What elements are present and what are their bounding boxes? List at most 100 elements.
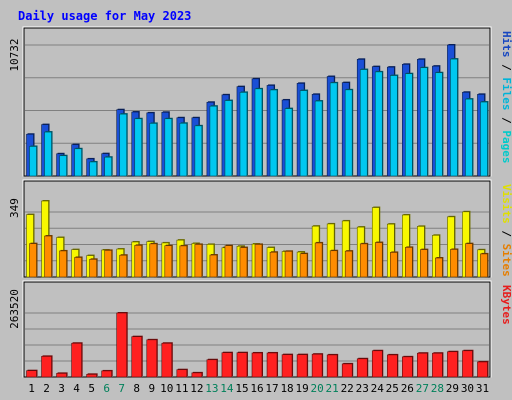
bar-face <box>374 71 383 177</box>
bar-sites <box>389 251 399 278</box>
bar-files <box>104 156 113 177</box>
bar-face <box>402 356 413 378</box>
bar-files <box>164 117 173 177</box>
bar-face <box>149 123 158 177</box>
bar-face <box>209 105 218 177</box>
legend-separator: / <box>500 58 512 78</box>
bar-files <box>239 91 248 177</box>
bar-kbytes <box>356 357 369 378</box>
bar-files <box>194 124 203 177</box>
x-tick-label: 8 <box>133 382 140 395</box>
bar-kbytes <box>71 342 83 378</box>
bar-face <box>179 122 188 177</box>
bar-files <box>405 72 414 177</box>
bar-face <box>146 339 158 378</box>
bar-kbytes <box>462 349 474 378</box>
bar-face <box>101 370 112 378</box>
bar-face <box>356 358 368 378</box>
bar-face <box>344 89 353 177</box>
bar-sites <box>134 244 143 278</box>
bar-kbytes <box>296 353 309 378</box>
bar-sites <box>269 251 279 278</box>
bar-face <box>44 131 52 177</box>
bar-face <box>371 350 383 378</box>
bar-face <box>299 90 308 177</box>
legend-label-visits: Visits / Sites <box>500 184 512 277</box>
bar-files <box>344 88 354 177</box>
bar-face <box>164 118 173 177</box>
bar-face <box>26 370 37 378</box>
x-tick-label: 28 <box>431 382 444 395</box>
bar-face <box>71 342 82 378</box>
bar-face <box>450 249 458 278</box>
bar-face <box>296 354 308 378</box>
x-tick-label: 18 <box>280 382 293 395</box>
bar-sites <box>239 246 248 278</box>
bar-face <box>329 250 338 278</box>
bar-face <box>359 69 368 177</box>
bar-face <box>194 244 203 278</box>
bar-kbytes <box>326 353 339 378</box>
bar-face <box>344 250 353 278</box>
bar-face <box>29 243 37 278</box>
bar-face <box>435 257 443 278</box>
bar-sites <box>44 235 53 278</box>
bar-face <box>465 98 473 177</box>
bar-face <box>435 72 443 177</box>
bar-face <box>281 354 293 378</box>
bar-sites <box>29 242 38 278</box>
bar-face <box>134 245 143 278</box>
bar-face <box>269 251 278 278</box>
bar-sites <box>284 250 294 278</box>
bar-face <box>59 155 67 177</box>
bar-face <box>284 108 293 177</box>
bar-sites <box>194 243 203 278</box>
bar-sites <box>465 242 474 278</box>
bar-face <box>269 89 278 177</box>
bar-files <box>269 88 279 177</box>
legend-part-files: Files <box>500 77 512 110</box>
panel-visits <box>22 179 492 278</box>
y-max-label-hits: 10732 <box>8 38 21 71</box>
bar-kbytes <box>432 352 444 378</box>
bar-face <box>194 125 203 177</box>
bar-face <box>29 146 37 177</box>
bar-face <box>299 253 308 278</box>
bar-sites <box>74 256 83 278</box>
bar-face <box>329 82 338 177</box>
x-tick-label: 6 <box>103 382 110 395</box>
bar-files <box>299 89 309 177</box>
bar-sites <box>224 244 233 278</box>
bar-face <box>341 363 353 378</box>
bar-face <box>74 148 82 177</box>
bar-files <box>224 99 233 177</box>
bar-files <box>420 66 429 177</box>
x-tick-label: 7 <box>118 382 125 395</box>
bar-kbytes <box>266 351 279 378</box>
bar-face <box>420 249 428 278</box>
x-axis-labels: 1 2 3 4 5 6 7 8 9 10 11 12 13 14 15 16 17 18 19 20 21 22 23 24 2… <box>28 382 489 395</box>
bar-sites <box>329 249 339 278</box>
bar-face <box>450 58 458 177</box>
bar-kbytes <box>101 369 113 378</box>
bar-face <box>86 374 97 378</box>
x-tick-label: 12 <box>190 382 203 395</box>
legend-separator: / <box>500 111 512 131</box>
bar-files <box>465 98 474 177</box>
bar-sites <box>104 249 113 278</box>
chart-panels <box>22 26 492 378</box>
bar-face <box>239 92 248 177</box>
bar-kbytes <box>131 335 143 378</box>
panel-hits <box>22 26 492 177</box>
x-tick-label: 23 <box>356 382 369 395</box>
bar-face <box>104 250 112 278</box>
series-kbytes <box>26 312 489 378</box>
chart-title: Daily usage for May 2023 <box>18 9 191 23</box>
bar-sites <box>450 248 459 278</box>
bar-kbytes <box>447 350 459 378</box>
bar-face <box>284 250 293 278</box>
bar-sites <box>59 249 68 278</box>
bar-files <box>254 87 263 177</box>
bar-face <box>206 359 218 378</box>
